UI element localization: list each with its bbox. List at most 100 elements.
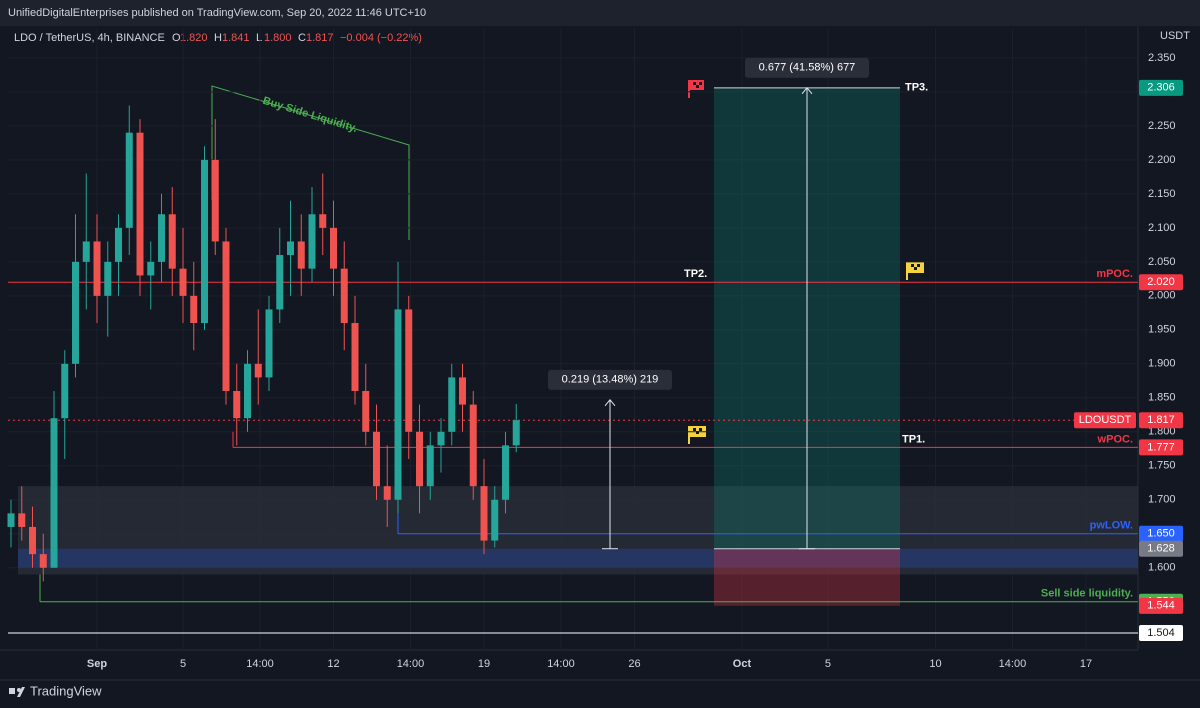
candle-body	[491, 499, 499, 541]
y-tick-label: 2.350	[1148, 52, 1176, 64]
annotation: TP1.	[902, 433, 925, 445]
y-tick-label: 2.050	[1148, 256, 1176, 268]
ohlc-value: 1.817	[306, 32, 334, 44]
y-tick-label: 1.750	[1148, 460, 1176, 472]
ohlc-legend: O 1.820 H 1.841 L 1.800 C 1.817 −0.004 (−0.22%)	[172, 32, 422, 44]
measure-box	[745, 57, 869, 78]
y-tick-label: 2.150	[1148, 188, 1176, 200]
x-tick-label: 14:00	[246, 658, 274, 670]
annotation: TP2.	[684, 268, 707, 280]
x-tick-label: 14:00	[397, 658, 425, 670]
x-tick-label: 5	[180, 658, 186, 670]
measure-arrow	[801, 87, 813, 95]
candle-body	[179, 268, 187, 296]
candle-body	[383, 486, 391, 500]
candle-body	[501, 445, 509, 500]
price-badge	[1139, 412, 1183, 429]
price-badge	[1139, 625, 1183, 642]
candle-body	[480, 486, 488, 541]
candle-body	[233, 391, 241, 419]
candle-body	[351, 323, 359, 392]
stop-zone	[714, 548, 900, 606]
candle-body	[61, 363, 69, 419]
measure-arrow	[604, 399, 616, 407]
x-tick-label: 19	[478, 658, 490, 670]
y-tick-label: 2.250	[1148, 120, 1176, 132]
level-text: wPOC.	[1097, 433, 1133, 445]
measure-box	[548, 369, 672, 390]
price-badge	[1139, 79, 1183, 96]
candle-body	[190, 295, 198, 324]
candle-body	[136, 132, 144, 276]
candle-body	[18, 513, 26, 527]
price-badge-text: 1.544	[1147, 600, 1175, 612]
candle-body	[415, 431, 423, 487]
y-tick-label: 2.100	[1148, 222, 1176, 234]
candle-body	[308, 214, 316, 269]
candle-body	[265, 309, 273, 378]
candle-body	[469, 404, 477, 487]
liquidity-line	[211, 85, 410, 240]
symbol-badge	[1074, 412, 1136, 429]
symbol-badge-text: LDOUSDT	[1079, 414, 1132, 426]
candle-body	[50, 418, 58, 568]
candle-body	[297, 241, 305, 269]
change: −0.004 (−0.22%)	[340, 32, 422, 44]
candle-body	[147, 261, 155, 276]
candle-body	[125, 132, 133, 228]
brand: TradingView	[30, 683, 102, 698]
ohlc-value: 1.800	[264, 32, 292, 44]
price-badge	[1139, 525, 1183, 542]
candle-body	[72, 261, 80, 364]
buy-side-liquidity-drawing	[211, 85, 410, 240]
flag-red	[688, 80, 704, 98]
attribution: UnifiedDigitalEnterprises published on T…	[8, 7, 426, 19]
level-text: TP3.	[905, 82, 928, 94]
price-badge	[1139, 540, 1183, 557]
candle-body	[276, 255, 284, 310]
candle-body	[458, 377, 466, 405]
candle-body	[394, 309, 402, 500]
candle-body	[29, 526, 37, 555]
price-badge	[1139, 274, 1183, 291]
candle-body	[244, 363, 252, 419]
candle-body	[115, 227, 123, 262]
level-text: pwLOW.	[1090, 520, 1133, 532]
level-text: Sell side liquidity.	[1041, 588, 1133, 600]
ohlc-key: L	[256, 32, 262, 44]
price-badge-text: 2.020	[1147, 276, 1175, 288]
candle-body	[168, 214, 176, 269]
candle-body	[448, 377, 456, 432]
candle-body	[287, 241, 294, 256]
ohlc-value: 1.841	[222, 32, 250, 44]
y-tick-label: 1.900	[1148, 358, 1176, 370]
candle-body	[329, 227, 337, 269]
ohlc-key: O	[172, 32, 181, 44]
y-tick-label: 2.200	[1148, 154, 1176, 166]
price-badge-text: 1.504	[1147, 627, 1175, 639]
x-tick-label: 14:00	[547, 658, 575, 670]
candle-body	[222, 241, 230, 392]
flag-yellow	[906, 262, 924, 280]
ohlc-key: C	[298, 32, 306, 44]
price-badge-text: 1.650	[1147, 528, 1175, 540]
level-text: mPOC.	[1096, 268, 1133, 280]
x-tick-label: 26	[628, 658, 640, 670]
ohlc-key: H	[214, 32, 222, 44]
candle-body	[426, 445, 434, 487]
price-badge-text: 1.777	[1147, 441, 1175, 453]
candle-body	[211, 159, 219, 242]
x-tick-label: 17	[1080, 658, 1092, 670]
candle-body	[362, 391, 370, 432]
measure-label: 0.219 (13.48%) 219	[562, 374, 659, 386]
candle-body	[340, 268, 348, 324]
x-tick-label: 12	[327, 658, 339, 670]
candle-body	[319, 214, 327, 228]
price-badge	[1139, 597, 1183, 614]
price-badge	[1139, 439, 1183, 456]
x-tick-label: Sep	[87, 658, 107, 670]
price-badge-text: 2.306	[1147, 82, 1175, 94]
